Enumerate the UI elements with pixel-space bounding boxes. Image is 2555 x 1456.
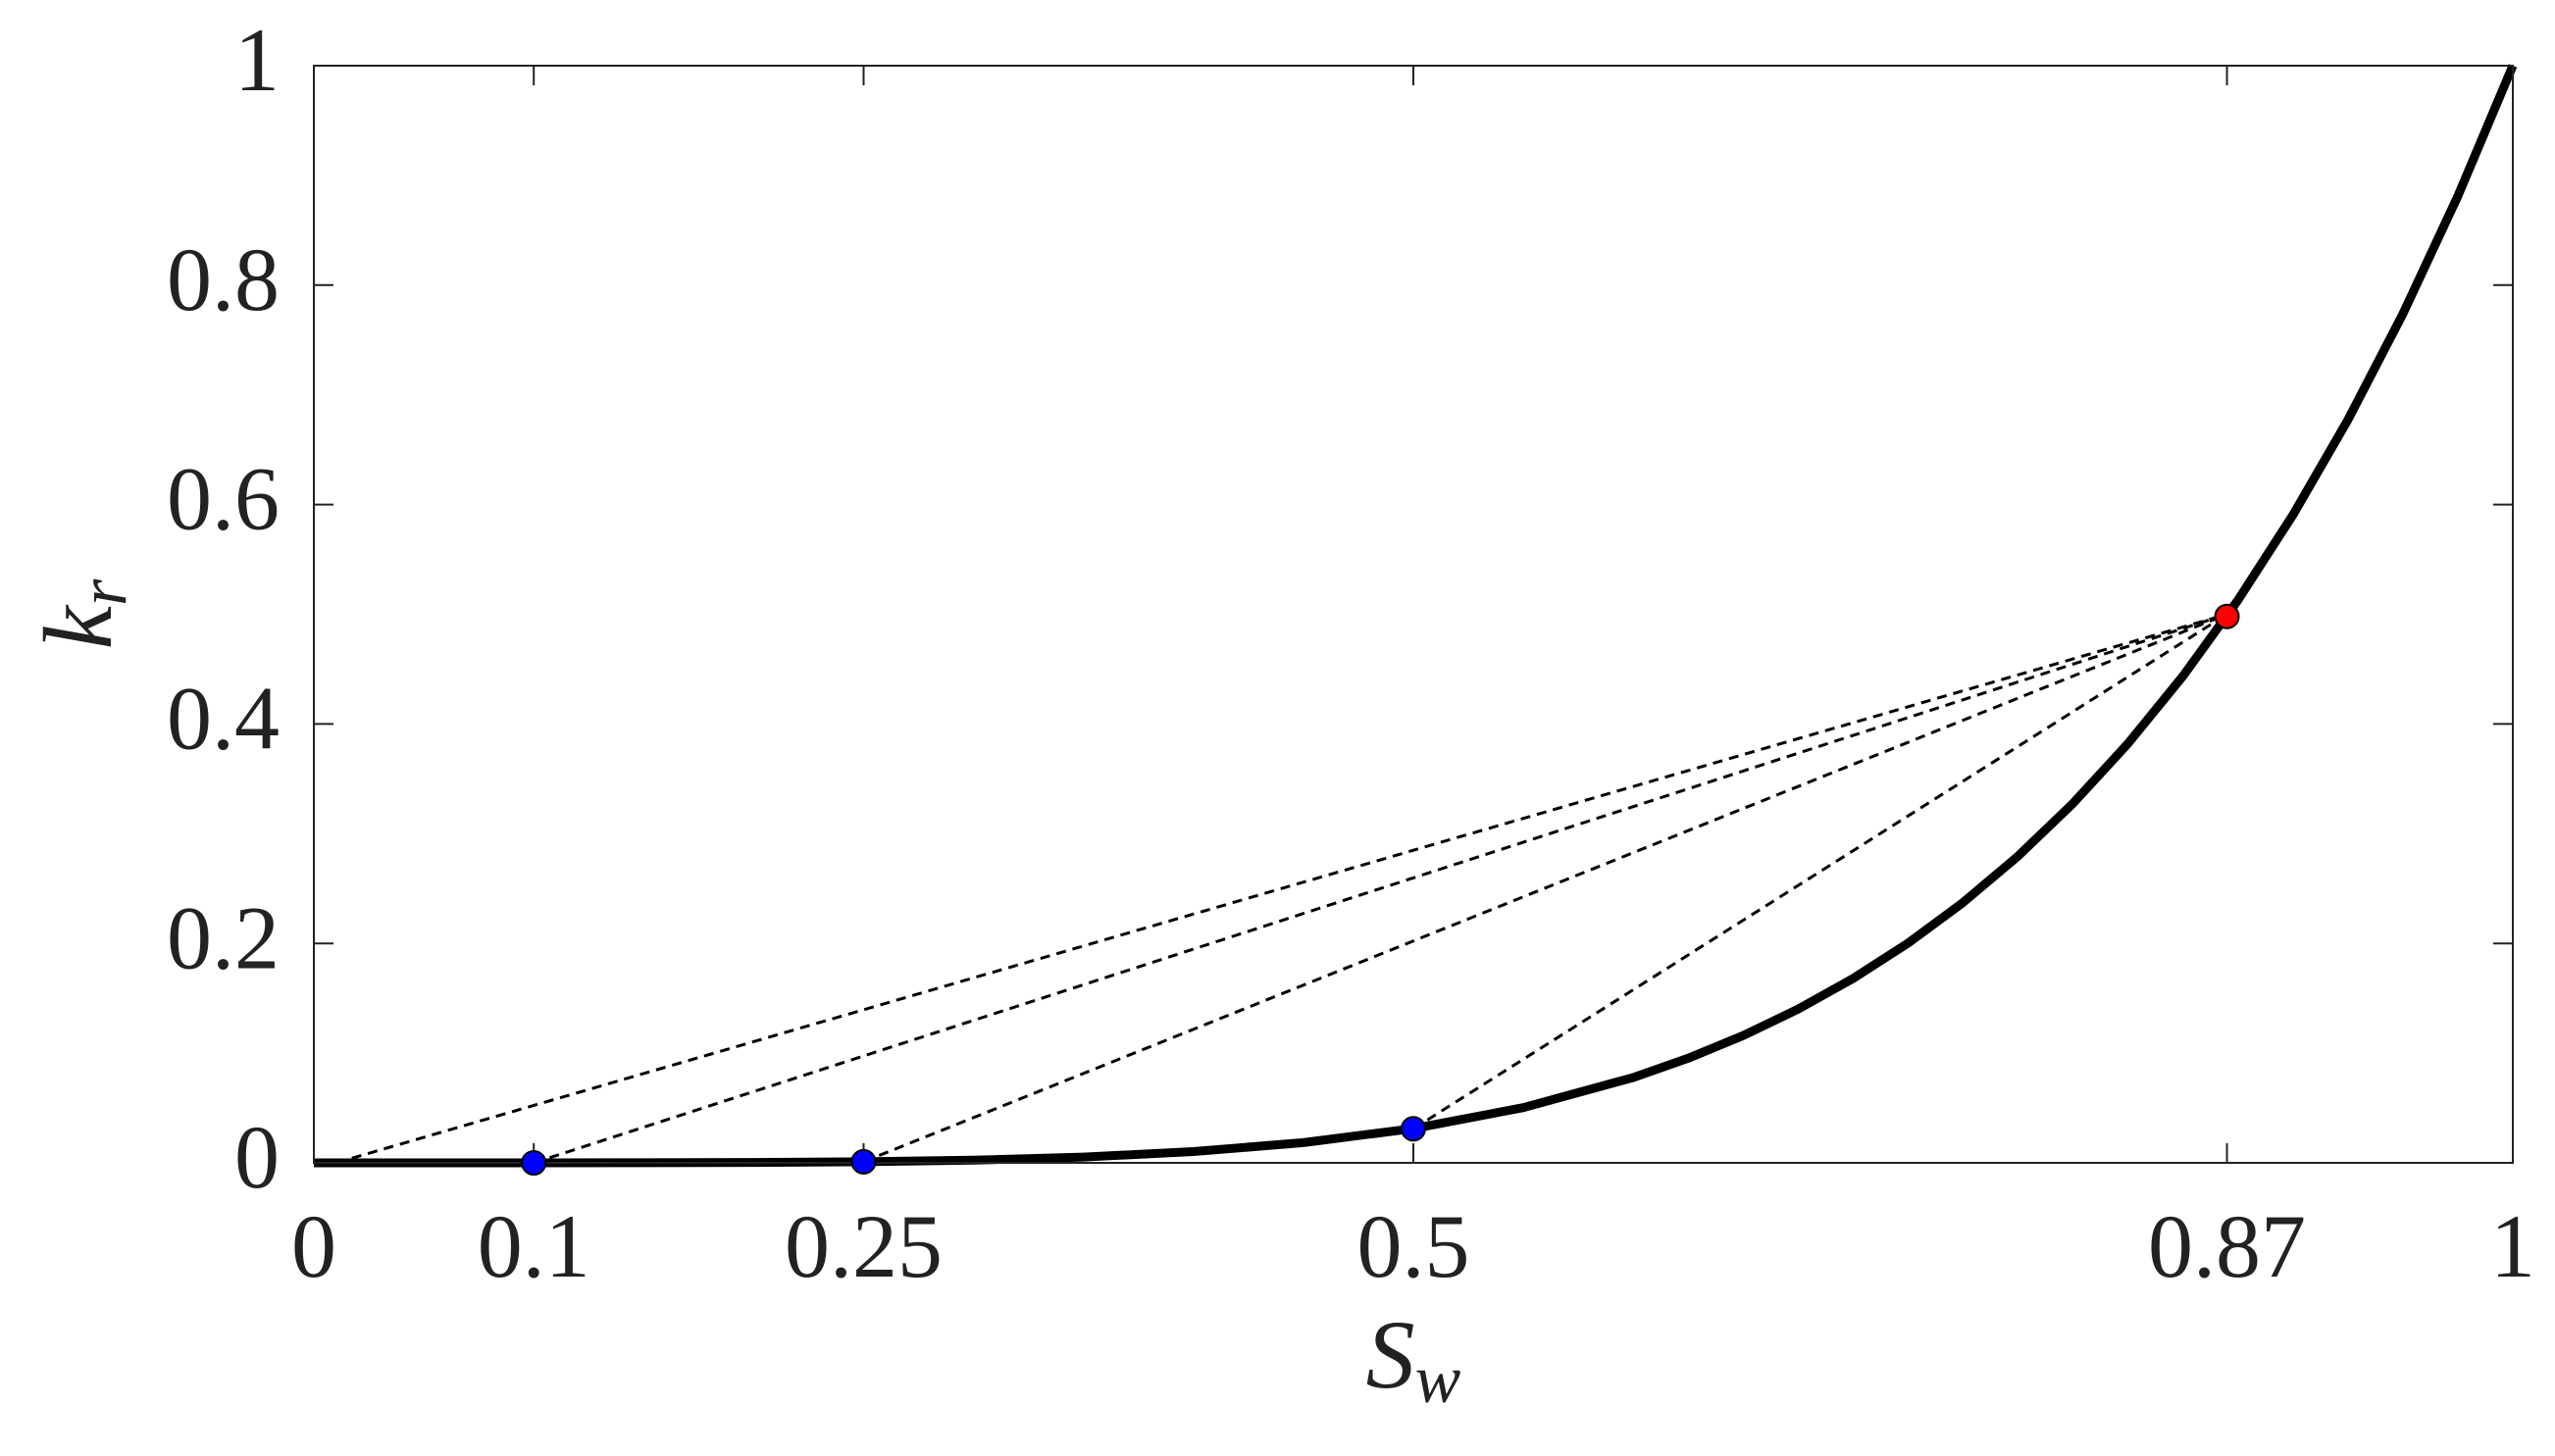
- point: [521, 1150, 547, 1176]
- x-tick-label: 0.87: [2148, 1196, 2306, 1296]
- x-tick-label: 0: [291, 1196, 336, 1296]
- x-axis-label: Sw: [1366, 1300, 1461, 1418]
- y-tick-label: 0.6: [167, 449, 280, 549]
- y-tick-label: 0.8: [167, 229, 280, 329]
- point: [2214, 603, 2240, 629]
- chord: [335, 613, 2227, 1165]
- y-axis-label-main: k: [24, 604, 132, 649]
- chord: [533, 613, 2228, 1165]
- x-axis-label-sub: w: [1415, 1342, 1461, 1418]
- y-tick-label: 1: [234, 10, 280, 110]
- chord: [1412, 613, 2228, 1130]
- x-tick-label: 0.25: [785, 1196, 943, 1296]
- y-tick-label: 0: [234, 1107, 280, 1207]
- chord: [862, 613, 2228, 1164]
- point: [850, 1148, 877, 1175]
- y-tick-label: 0.2: [167, 887, 280, 987]
- x-tick-label: 0.1: [478, 1196, 590, 1296]
- plot-frame: [313, 65, 2514, 1164]
- y-axis-label-sub: r: [66, 578, 141, 606]
- point: [1401, 1116, 1426, 1142]
- y-axis-label: kr: [24, 578, 141, 649]
- x-tick-label: 1: [2490, 1196, 2535, 1296]
- x-axis-label-main: S: [1366, 1300, 1415, 1409]
- x-tick-label: 0.5: [1357, 1196, 1470, 1296]
- y-tick-label: 0.4: [167, 669, 280, 769]
